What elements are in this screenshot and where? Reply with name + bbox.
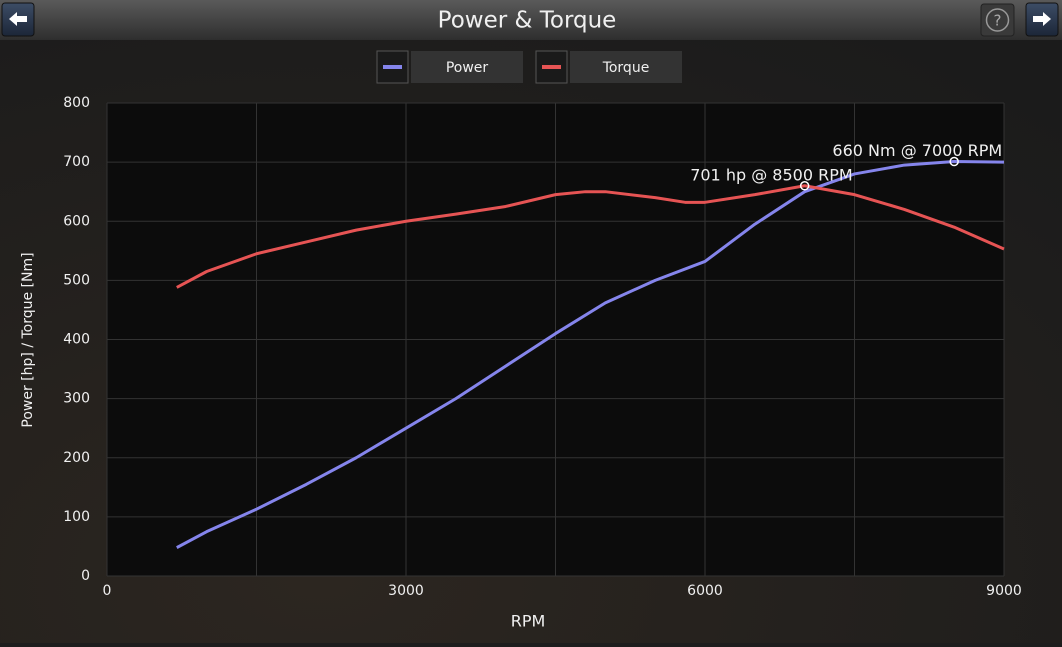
- y-tick-label: 200: [63, 450, 90, 466]
- forward-button[interactable]: [1025, 2, 1059, 37]
- y-tick-label: 700: [63, 154, 90, 170]
- annotation-marker: [799, 181, 810, 191]
- x-tick-label: 3000: [388, 583, 424, 599]
- help-button[interactable]: ?: [980, 3, 1015, 37]
- y-tick-label: 0: [81, 568, 90, 584]
- series-line: [176, 184, 1005, 289]
- y-tick-label: 600: [63, 213, 90, 229]
- annotation-marker: [949, 156, 959, 167]
- annotation: 660 Nm @ 7000 RPM: [832, 141, 1002, 160]
- legend-label-box: [570, 51, 682, 83]
- y-tick-label: 400: [63, 332, 90, 348]
- back-button[interactable]: [1, 2, 35, 37]
- help-icon: ?: [994, 12, 1002, 30]
- x-tick-label: 0: [103, 583, 112, 599]
- window-title: Power & Torque: [438, 8, 617, 34]
- legend-item[interactable]: Power: [376, 50, 523, 84]
- y-tick-label: 500: [63, 272, 90, 288]
- legend-item[interactable]: Torque: [535, 50, 682, 84]
- x-axis-label: RPM: [511, 612, 546, 631]
- legend-label: Power: [446, 60, 489, 76]
- legend-label-box: [411, 51, 523, 83]
- series-line: [176, 160, 1005, 549]
- annotation: 701 hp @ 8500 RPM: [690, 165, 852, 184]
- y-tick-label: 800: [63, 95, 90, 111]
- legend-label: Torque: [602, 60, 650, 76]
- header-bar: [0, 0, 1062, 40]
- x-tick-label: 6000: [687, 583, 723, 599]
- y-tick-label: 100: [63, 509, 90, 525]
- y-axis-label: Power [hp] / Torque [Nm]: [20, 252, 36, 427]
- y-tick-label: 300: [63, 391, 90, 407]
- x-tick-label: 9000: [986, 583, 1022, 599]
